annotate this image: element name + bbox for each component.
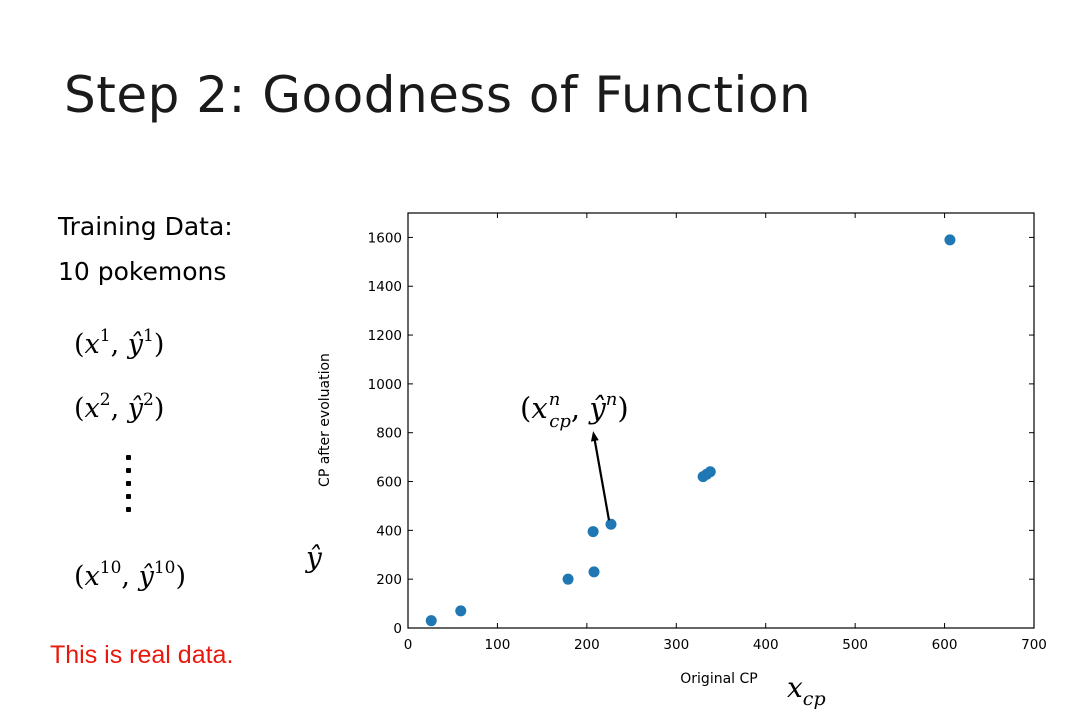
x-tick-label: 700 <box>1021 637 1047 653</box>
x-tick-label: 400 <box>753 637 779 653</box>
y-tick-label: 0 <box>393 621 402 637</box>
y-tick-label: 1600 <box>368 230 402 246</box>
data-point <box>562 573 574 585</box>
y-tick-label: 800 <box>376 426 402 442</box>
data-pair-1: (x1, ŷ1) <box>74 326 165 360</box>
training-data-heading: Training Data: 10 pokemons <box>58 204 233 294</box>
training-data-line2: 10 pokemons <box>58 257 227 286</box>
data-point <box>455 605 467 617</box>
x-tick-label: 0 <box>404 637 413 653</box>
x-tick-label: 500 <box>842 637 868 653</box>
y-tick-label: 400 <box>376 523 402 539</box>
y-tick-label: 600 <box>376 475 402 491</box>
slide-title: Step 2: Goodness of Function <box>64 66 812 124</box>
y-tick-label: 1400 <box>368 279 402 295</box>
data-point <box>704 466 716 478</box>
annotation-arrow <box>590 431 611 521</box>
x-tick-label: 100 <box>485 637 511 653</box>
data-point <box>944 234 956 246</box>
x-tick-label: 300 <box>663 637 689 653</box>
y-axis-label: CP after evoluation <box>317 353 333 487</box>
data-point <box>588 566 600 578</box>
data-pair-10: (x10, ŷ10) <box>74 558 187 592</box>
x-axis-label: Original CP <box>680 671 757 687</box>
data-point <box>587 526 599 538</box>
plot-frame <box>407 212 1035 629</box>
y-tick-label: 1000 <box>368 377 402 393</box>
y-tick-label: 200 <box>376 572 402 588</box>
y-math-label: ŷ <box>304 541 323 574</box>
x-tick-label: 200 <box>574 637 600 653</box>
data-pair-2: (x2, ŷ2) <box>74 390 165 424</box>
training-data-line1: Training Data: <box>58 212 233 241</box>
x-tick-label: 600 <box>932 637 958 653</box>
data-point <box>605 518 617 530</box>
real-data-note: This is real data. <box>50 641 234 669</box>
point-annotation: (xn cp, ŷn) <box>520 389 629 432</box>
vertical-ellipsis-icon <box>126 455 134 512</box>
y-tick-label: 1200 <box>368 328 402 344</box>
data-point <box>425 615 437 627</box>
x-math-label: xcp <box>787 671 826 710</box>
